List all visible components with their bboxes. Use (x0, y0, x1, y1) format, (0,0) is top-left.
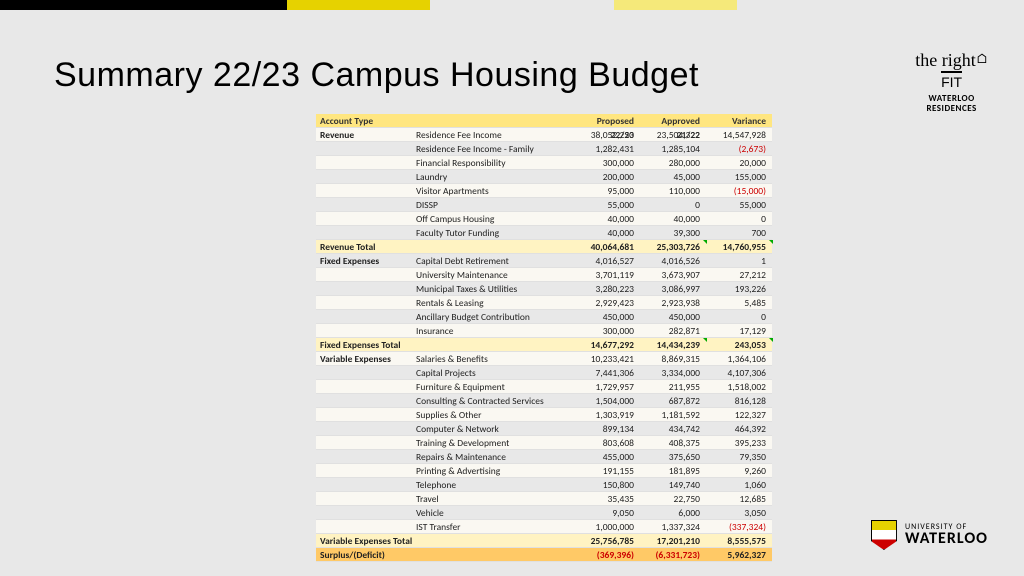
table-row: Repairs & Maintenance455,000375,65079,35… (316, 450, 772, 464)
table-row: DISSP55,000055,000 (316, 198, 772, 212)
table-row: Municipal Taxes & Utilities3,280,2233,08… (316, 282, 772, 296)
table-row: Telephone150,800149,7401,060 (316, 478, 772, 492)
table-row: Fixed ExpensesCapital Debt Retirement4,0… (316, 254, 772, 268)
table-row: Variable ExpensesSalaries & Benefits10,2… (316, 352, 772, 366)
table-row: Computer & Network899,134434,742464,392 (316, 422, 772, 436)
table-row: Consulting & Contracted Services1,504,00… (316, 394, 772, 408)
table-row: RevenueResidence Fee Income38,052,25023,… (316, 128, 772, 142)
table-row: Rentals & Leasing2,929,4232,923,9385,485 (316, 296, 772, 310)
table-row: Faculty Tutor Funding40,00039,300700 (316, 226, 772, 240)
table-row: Financial Responsibility300,000280,00020… (316, 156, 772, 170)
table-row: Surplus/(Deficit)(369,396)(6,331,723)5,9… (316, 548, 772, 562)
table-row: Capital Projects7,441,3063,334,0004,107,… (316, 366, 772, 380)
table-row: Supplies & Other1,303,9191,181,592122,32… (316, 408, 772, 422)
table-row: Ancillary Budget Contribution450,000450,… (316, 310, 772, 324)
table-row: Revenue Total40,064,68125,303,72614,760,… (316, 240, 772, 254)
table-row: Training & Development803,608408,375395,… (316, 436, 772, 450)
table-row: Printing & Advertising191,155181,8959,26… (316, 464, 772, 478)
table-row: Travel35,43522,75012,685 (316, 492, 772, 506)
table-row: Insurance300,000282,87117,129 (316, 324, 772, 338)
shield-icon (871, 520, 897, 550)
page-title: Summary 22/23 Campus Housing Budget (54, 56, 699, 95)
top-color-bar (0, 0, 1024, 10)
waterloo-logo: UNIVERSITY OF WATERLOO (871, 520, 988, 550)
table-row: Visitor Apartments95,000110,000(15,000) (316, 184, 772, 198)
table-row: Fixed Expenses Total14,677,29214,434,239… (316, 338, 772, 352)
table-row: Account TypeProposed 22/23Approved 21/22… (316, 114, 772, 128)
table-row: Off Campus Housing40,00040,0000 (316, 212, 772, 226)
table-row: Vehicle9,0506,0003,050 (316, 506, 772, 520)
table-row: IST Transfer1,000,0001,337,324(337,324) (316, 520, 772, 534)
budget-table: Account TypeProposed 22/23Approved 21/22… (316, 114, 772, 562)
table-row: Variable Expenses Total25,756,78517,201,… (316, 534, 772, 548)
table-row: University Maintenance3,701,1193,673,907… (316, 268, 772, 282)
table-row: Residence Fee Income - Family1,282,4311,… (316, 142, 772, 156)
right-fit-logo: the right⌂ FIT WATERLOORESIDENCES (915, 50, 988, 114)
table-row: Furniture & Equipment1,729,957211,9551,5… (316, 380, 772, 394)
table-row: Laundry200,00045,000155,000 (316, 170, 772, 184)
